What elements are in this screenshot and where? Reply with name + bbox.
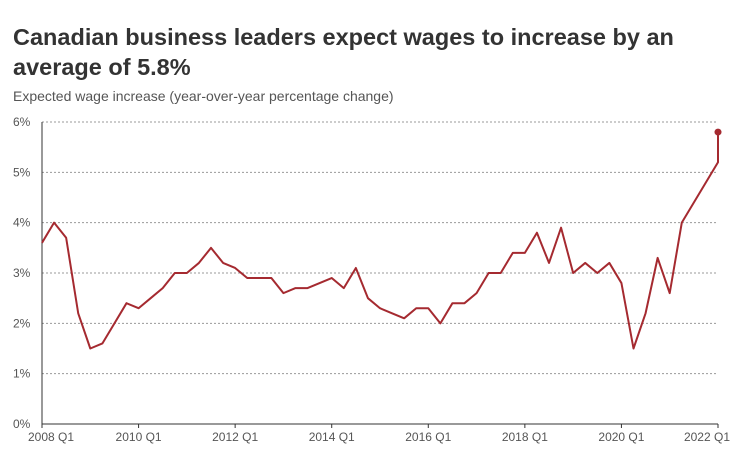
x-tick-label: 2014 Q1 — [309, 430, 355, 444]
x-axis: 2008 Q1 2010 Q1 2012 Q1 2014 Q1 2016 Q1 2018 … — [28, 122, 730, 444]
x-tick-label: 2010 Q1 — [116, 430, 162, 444]
series-line — [41, 132, 719, 350]
x-tick-label: 2020 Q1 — [598, 430, 644, 444]
gridlines — [42, 121, 718, 375]
x-tick-label: 2016 Q1 — [405, 430, 451, 444]
chart-title: Canadian business leaders expect wages t… — [13, 24, 674, 80]
x-tick-label: 2022 Q1 — [684, 430, 730, 444]
y-tick-label: 2% — [13, 316, 31, 330]
y-tick-label: 5% — [13, 165, 31, 179]
x-tick-label: 2008 Q1 — [28, 430, 74, 444]
x-tick-label: 2012 Q1 — [212, 430, 258, 444]
y-tick-label: 3% — [13, 266, 31, 280]
y-axis-labels: 0% 1% 2% 3% 4% 5% 6% — [13, 115, 31, 431]
series-layer — [41, 128, 722, 350]
y-tick-label: 0% — [13, 417, 31, 431]
y-tick-label: 1% — [13, 367, 31, 381]
y-tick-label: 6% — [13, 115, 31, 129]
x-tick-label: 2018 Q1 — [502, 430, 548, 444]
chart-subtitle: Expected wage increase (year-over-year p… — [13, 88, 394, 104]
last-point-marker — [714, 128, 722, 136]
y-tick-label: 4% — [13, 216, 31, 230]
